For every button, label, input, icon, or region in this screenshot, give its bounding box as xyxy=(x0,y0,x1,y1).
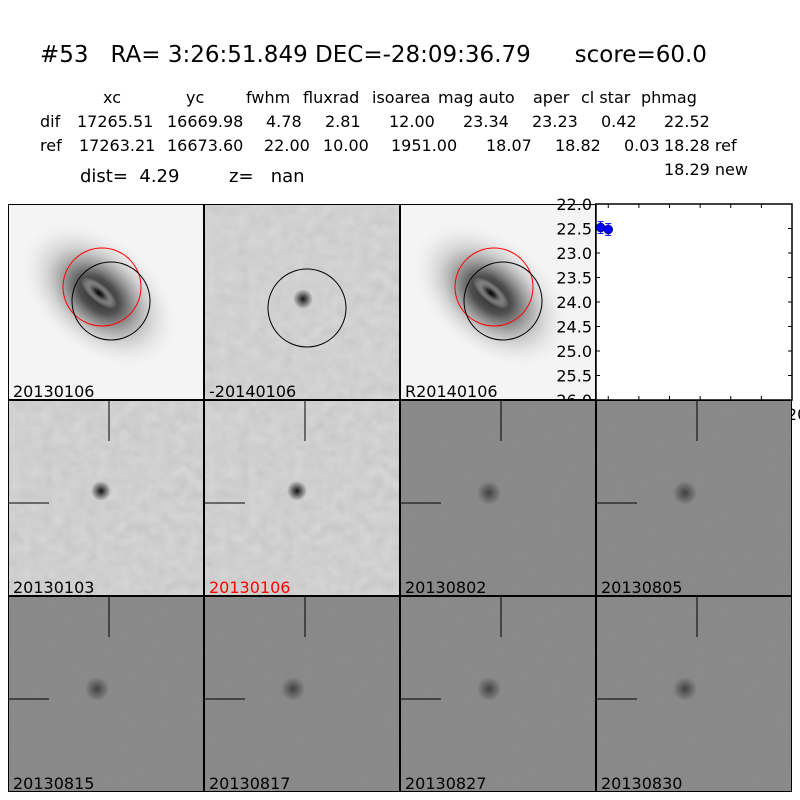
stamp-image xyxy=(205,401,399,595)
stamp-date-label: 20130817 xyxy=(209,774,291,792)
y-tick-label: 25.0 xyxy=(556,342,592,361)
stamp-image xyxy=(205,597,399,791)
table-cell: 1951.00 xyxy=(391,136,458,155)
light-curve-plot: 22.022.523.023.524.024.525.025.526.00204… xyxy=(556,195,800,424)
title: #53 RA= 3:26:51.849 DEC=-28:09:36.79 sco… xyxy=(40,42,707,68)
column-header: fwhm xyxy=(246,88,291,107)
stamp-date-label: 20130106 xyxy=(209,578,291,596)
row-label: ref xyxy=(40,136,62,155)
table-cell: 4.78 xyxy=(266,112,302,131)
stamp-date-label: 20130827 xyxy=(405,774,487,792)
stamp-panel: 20130805 xyxy=(596,400,792,596)
y-tick-label: 24.5 xyxy=(556,318,592,337)
stamp-image xyxy=(9,597,203,791)
stamp-image xyxy=(597,401,791,595)
aperture-circle-red xyxy=(454,247,534,327)
table-cell: 12.00 xyxy=(389,112,435,131)
column-header: phmag xyxy=(641,88,697,107)
column-header: yc xyxy=(186,88,205,107)
table-cell: 22.00 xyxy=(264,136,310,155)
table-cell: 0.42 xyxy=(601,112,637,131)
galaxy-image xyxy=(408,218,574,372)
y-tick-label: 24.0 xyxy=(556,293,592,312)
table-cell: 0.03 xyxy=(624,136,660,155)
difference-image xyxy=(205,205,399,399)
y-tick-label: 23.5 xyxy=(556,269,592,288)
column-header: aper xyxy=(533,88,570,107)
stamp-date-label: 20130815 xyxy=(13,774,95,792)
y-tick-label: 22.0 xyxy=(556,195,592,214)
table-cell: 23.23 xyxy=(532,112,578,131)
panel-label: -20140106 xyxy=(209,382,297,400)
table-cell: 16669.98 xyxy=(167,112,244,131)
panel-label: 20130106 xyxy=(13,382,95,400)
column-header: mag auto xyxy=(438,88,515,107)
column-header: fluxrad xyxy=(303,88,360,107)
table-cell: 10.00 xyxy=(323,136,369,155)
stamp-date-label: 20130103 xyxy=(13,578,95,596)
stamp-panel: 20130815 xyxy=(8,596,204,792)
z-value: z= nan xyxy=(229,166,305,187)
table-cell: 18.28 ref xyxy=(664,136,737,155)
table-cell: 23.34 xyxy=(463,112,509,131)
y-tick-label: 22.5 xyxy=(556,220,592,239)
stamp-image xyxy=(401,597,595,791)
row-label: dif xyxy=(40,112,61,131)
stamp-panel: 20130817 xyxy=(204,596,400,792)
stamp-image xyxy=(9,401,203,595)
table-cell: 18.07 xyxy=(486,136,532,155)
column-header: cl star xyxy=(581,88,631,107)
stamp-image xyxy=(597,597,791,791)
aperture-circle-black xyxy=(463,261,543,341)
y-tick-label: 25.5 xyxy=(556,367,592,386)
data-point xyxy=(603,224,613,235)
table-cell: 16673.60 xyxy=(167,136,244,155)
y-tick-label: 23.0 xyxy=(556,244,592,263)
image-panel-new: 20130106 xyxy=(8,204,204,400)
dist-value: dist= 4.29 xyxy=(80,166,180,187)
stamp-date-label: 20130802 xyxy=(405,578,487,596)
panel-label: R20140106 xyxy=(405,382,498,400)
image-panel-ref: R20140106 xyxy=(400,204,596,400)
table-cell: 18.82 xyxy=(555,136,601,155)
table-cell: 22.52 xyxy=(664,112,710,131)
galaxy-image xyxy=(16,218,182,372)
stamp-image xyxy=(401,401,595,595)
stamp-panel: 20130827 xyxy=(400,596,596,792)
table-cell: 17265.51 xyxy=(77,112,154,131)
aperture-circle-red xyxy=(62,247,142,327)
column-header: isoarea xyxy=(372,88,431,107)
stamp-date-label: 20130805 xyxy=(601,578,683,596)
table-cell: 2.81 xyxy=(325,112,361,131)
stamp-panel: 20130103 xyxy=(8,400,204,596)
plot-frame xyxy=(595,203,793,401)
stamp-panel: 20130802 xyxy=(400,400,596,596)
table-cell: 17263.21 xyxy=(79,136,156,155)
stamp-date-label: 20130830 xyxy=(601,774,683,792)
stamp-panel: 20130830 xyxy=(596,596,792,792)
aperture-circle-black xyxy=(267,268,347,348)
column-header: xc xyxy=(103,88,121,107)
image-panel-diff: -20140106 xyxy=(204,204,400,400)
stamp-panel: 20130106 xyxy=(204,400,400,596)
phmag-new: 18.29 new xyxy=(664,160,748,179)
aperture-circle-black xyxy=(71,261,151,341)
